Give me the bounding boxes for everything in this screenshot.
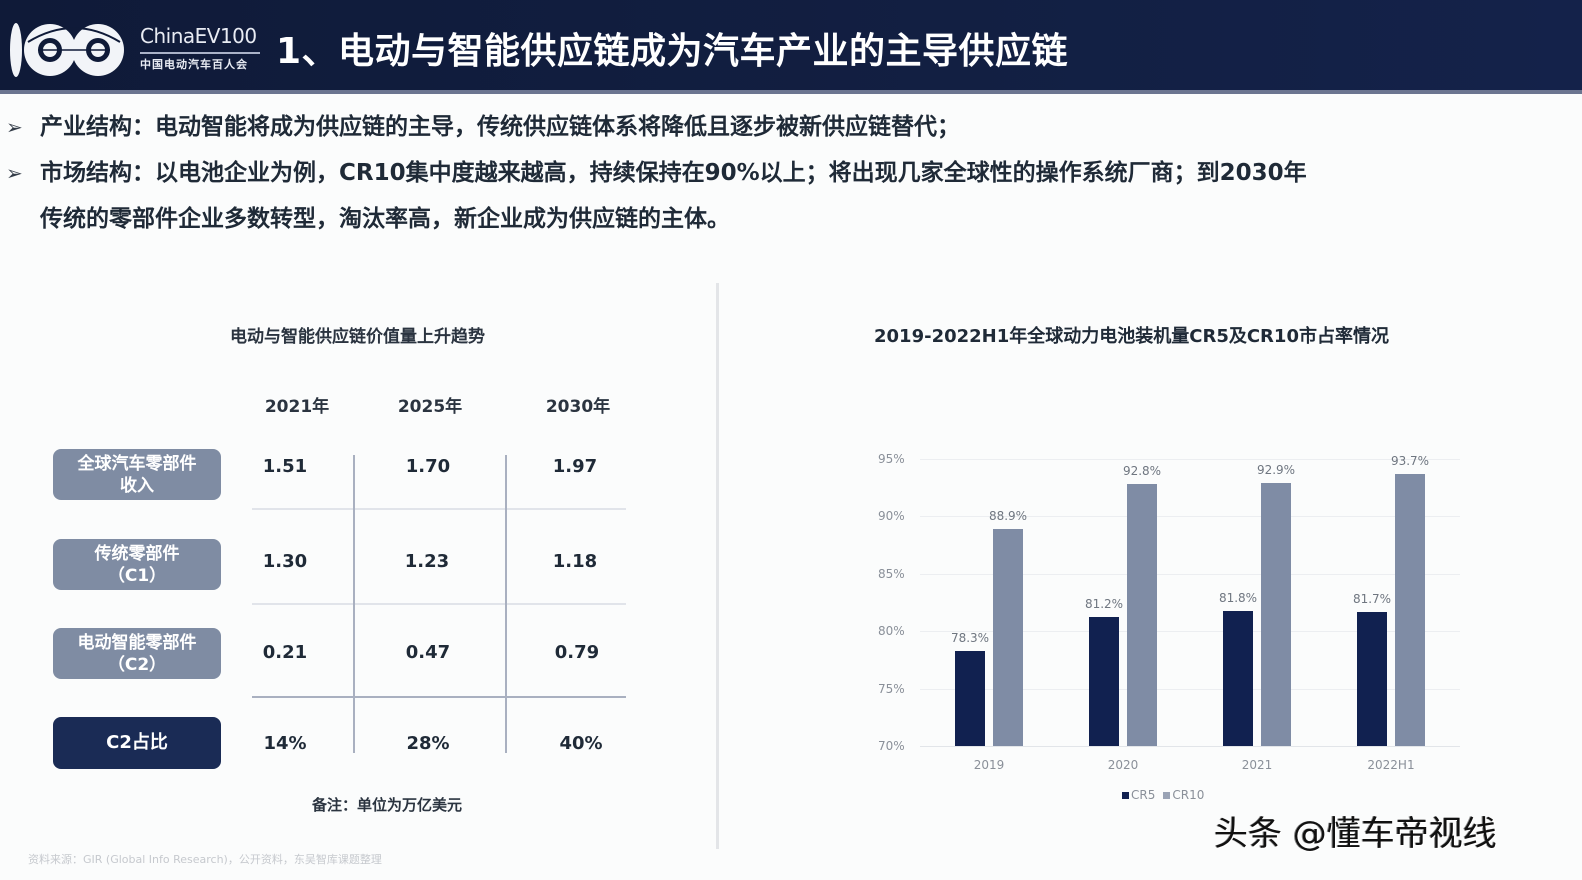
table-cell: 0.79 — [554, 642, 600, 663]
table-cell: 14% — [263, 733, 307, 754]
arrow-right-icon: ➢ — [6, 115, 23, 139]
row-label-global-parts: 全球汽车零部件 收入 — [53, 449, 221, 500]
page-title: 1、电动与智能供应链成为汽车产业的主导供应链 — [276, 31, 1069, 72]
bullet-item: ➢ 产业结构：电动智能将成为供应链的主导，传统供应链体系将降低且逐步被新供应链替… — [6, 104, 1566, 150]
table-cell: 40% — [559, 733, 603, 754]
unit-note: 备注：单位为万亿美元 — [312, 796, 463, 814]
bullet-text: 产业结构：电动智能将成为供应链的主导，传统供应链体系将降低且逐步被新供应链替代； — [40, 114, 960, 140]
bar-cr10-2020 — [1127, 484, 1157, 746]
bar-value-label: 92.9% — [1256, 463, 1296, 478]
logo-divider — [140, 52, 260, 54]
row-label-traditional-parts: 传统零部件 （C1） — [53, 539, 221, 590]
bar-value-label: 88.9% — [988, 509, 1028, 524]
bar-cr5-2019 — [955, 650, 985, 746]
logo-text-en: ChinaEV100 — [140, 24, 257, 48]
table-cell: 1.51 — [262, 456, 308, 477]
legend-swatch-icon — [1122, 791, 1129, 799]
y-tick: 90% — [878, 509, 905, 523]
bar-value-label: 81.8% — [1218, 590, 1258, 605]
table-cell: 0.21 — [262, 642, 308, 663]
row-label-electric-smart-parts: 电动智能零部件 （C2） — [53, 628, 221, 679]
legend-swatch-icon — [1163, 791, 1171, 799]
table-cell: 1.30 — [262, 551, 308, 572]
x-tick: 2022H1 — [1367, 758, 1415, 772]
bar-cr5-2020 — [1089, 617, 1119, 746]
bar-cr10-2019 — [993, 529, 1023, 746]
bar-value-label: 81.2% — [1084, 597, 1124, 612]
x-tick: 2019 — [973, 758, 1005, 772]
logo-100-icon — [10, 23, 124, 77]
y-tick: 85% — [878, 567, 905, 581]
y-tick: 80% — [878, 624, 905, 638]
gridline — [920, 574, 1460, 575]
section-divider — [716, 283, 719, 849]
bullet-list: ➢ 产业结构：电动智能将成为供应链的主导，传统供应链体系将降低且逐步被新供应链替… — [6, 104, 1566, 242]
bullet-text-continuation: 传统的零部件企业多数转型，淘汰率高，新企业成为供应链的主体。 — [40, 206, 730, 232]
chart-legend: CR5 CR10 — [1122, 788, 1204, 802]
bar-value-label: 92.8% — [1122, 464, 1162, 479]
table-cell: 1.97 — [552, 456, 598, 477]
chinaev100-logo: ChinaEV100 中国电动汽车百人会 — [8, 20, 260, 80]
watermark: 头条 @懂车帝视线 — [1214, 814, 1497, 854]
legend-item-cr5: CR5 — [1122, 788, 1155, 802]
arrow-right-icon: ➢ — [6, 161, 23, 185]
column-header: 2030年 — [545, 397, 611, 417]
source-note: 资料来源：GIR (Global Info Research)，公开资料，东吴智… — [28, 853, 382, 866]
bar-cr10-2022h1 — [1395, 473, 1425, 746]
table-cell: 1.70 — [405, 456, 451, 477]
bar-chart: 95% 90% 85% 80% 75% 70% 78.3% 88.9% 81.2% 9… — [860, 440, 1480, 820]
bar-value-label: 93.7% — [1390, 453, 1430, 468]
table-cell: 0.47 — [405, 642, 451, 663]
gridline — [920, 516, 1460, 517]
column-header: 2025年 — [397, 397, 463, 417]
table-col-divider — [505, 455, 507, 753]
table-title: 电动与智能供应链价值量上升趋势 — [230, 327, 485, 347]
x-tick: 2020 — [1107, 758, 1139, 772]
bar-value-label: 81.7% — [1352, 591, 1392, 606]
bullet-item: ➢ 市场结构：以电池企业为例，CR10集中度越来越高，持续保持在90%以上；将出… — [6, 150, 1566, 242]
y-tick: 75% — [878, 682, 905, 696]
bullet-text: 市场结构：以电池企业为例，CR10集中度越来越高，持续保持在90%以上；将出现几… — [40, 160, 1307, 186]
y-tick: 70% — [878, 739, 905, 753]
logo-text-cn: 中国电动汽车百人会 — [140, 58, 248, 71]
table-cell: 1.18 — [552, 551, 598, 572]
bar-cr5-2022h1 — [1357, 611, 1387, 746]
header-bar: ChinaEV100 中国电动汽车百人会 1、电动与智能供应链成为汽车产业的主导… — [0, 0, 1582, 93]
chart-title: 2019-2022H1年全球动力电池装机量CR5及CR10市占率情况 — [874, 326, 1389, 347]
gridline — [920, 689, 1460, 690]
table-row-divider — [252, 696, 626, 698]
legend-item-cr10: CR10 — [1163, 788, 1204, 802]
x-axis-line — [920, 746, 1460, 747]
table-cell: 1.23 — [404, 551, 450, 572]
bar-value-label: 78.3% — [950, 630, 990, 645]
row-label-c2-share: C2占比 — [53, 717, 221, 769]
x-tick: 2021 — [1241, 758, 1273, 772]
bar-cr10-2021 — [1261, 483, 1291, 746]
header-underline — [0, 90, 1582, 94]
y-tick: 95% — [878, 452, 905, 466]
table-row-divider — [252, 508, 626, 510]
table-row-divider — [252, 603, 626, 605]
gridline — [920, 631, 1460, 632]
column-header: 2021年 — [264, 397, 330, 417]
bar-cr5-2021 — [1223, 610, 1253, 746]
table-col-divider — [353, 455, 355, 753]
table-cell: 28% — [406, 733, 450, 754]
gridline — [920, 459, 1460, 460]
